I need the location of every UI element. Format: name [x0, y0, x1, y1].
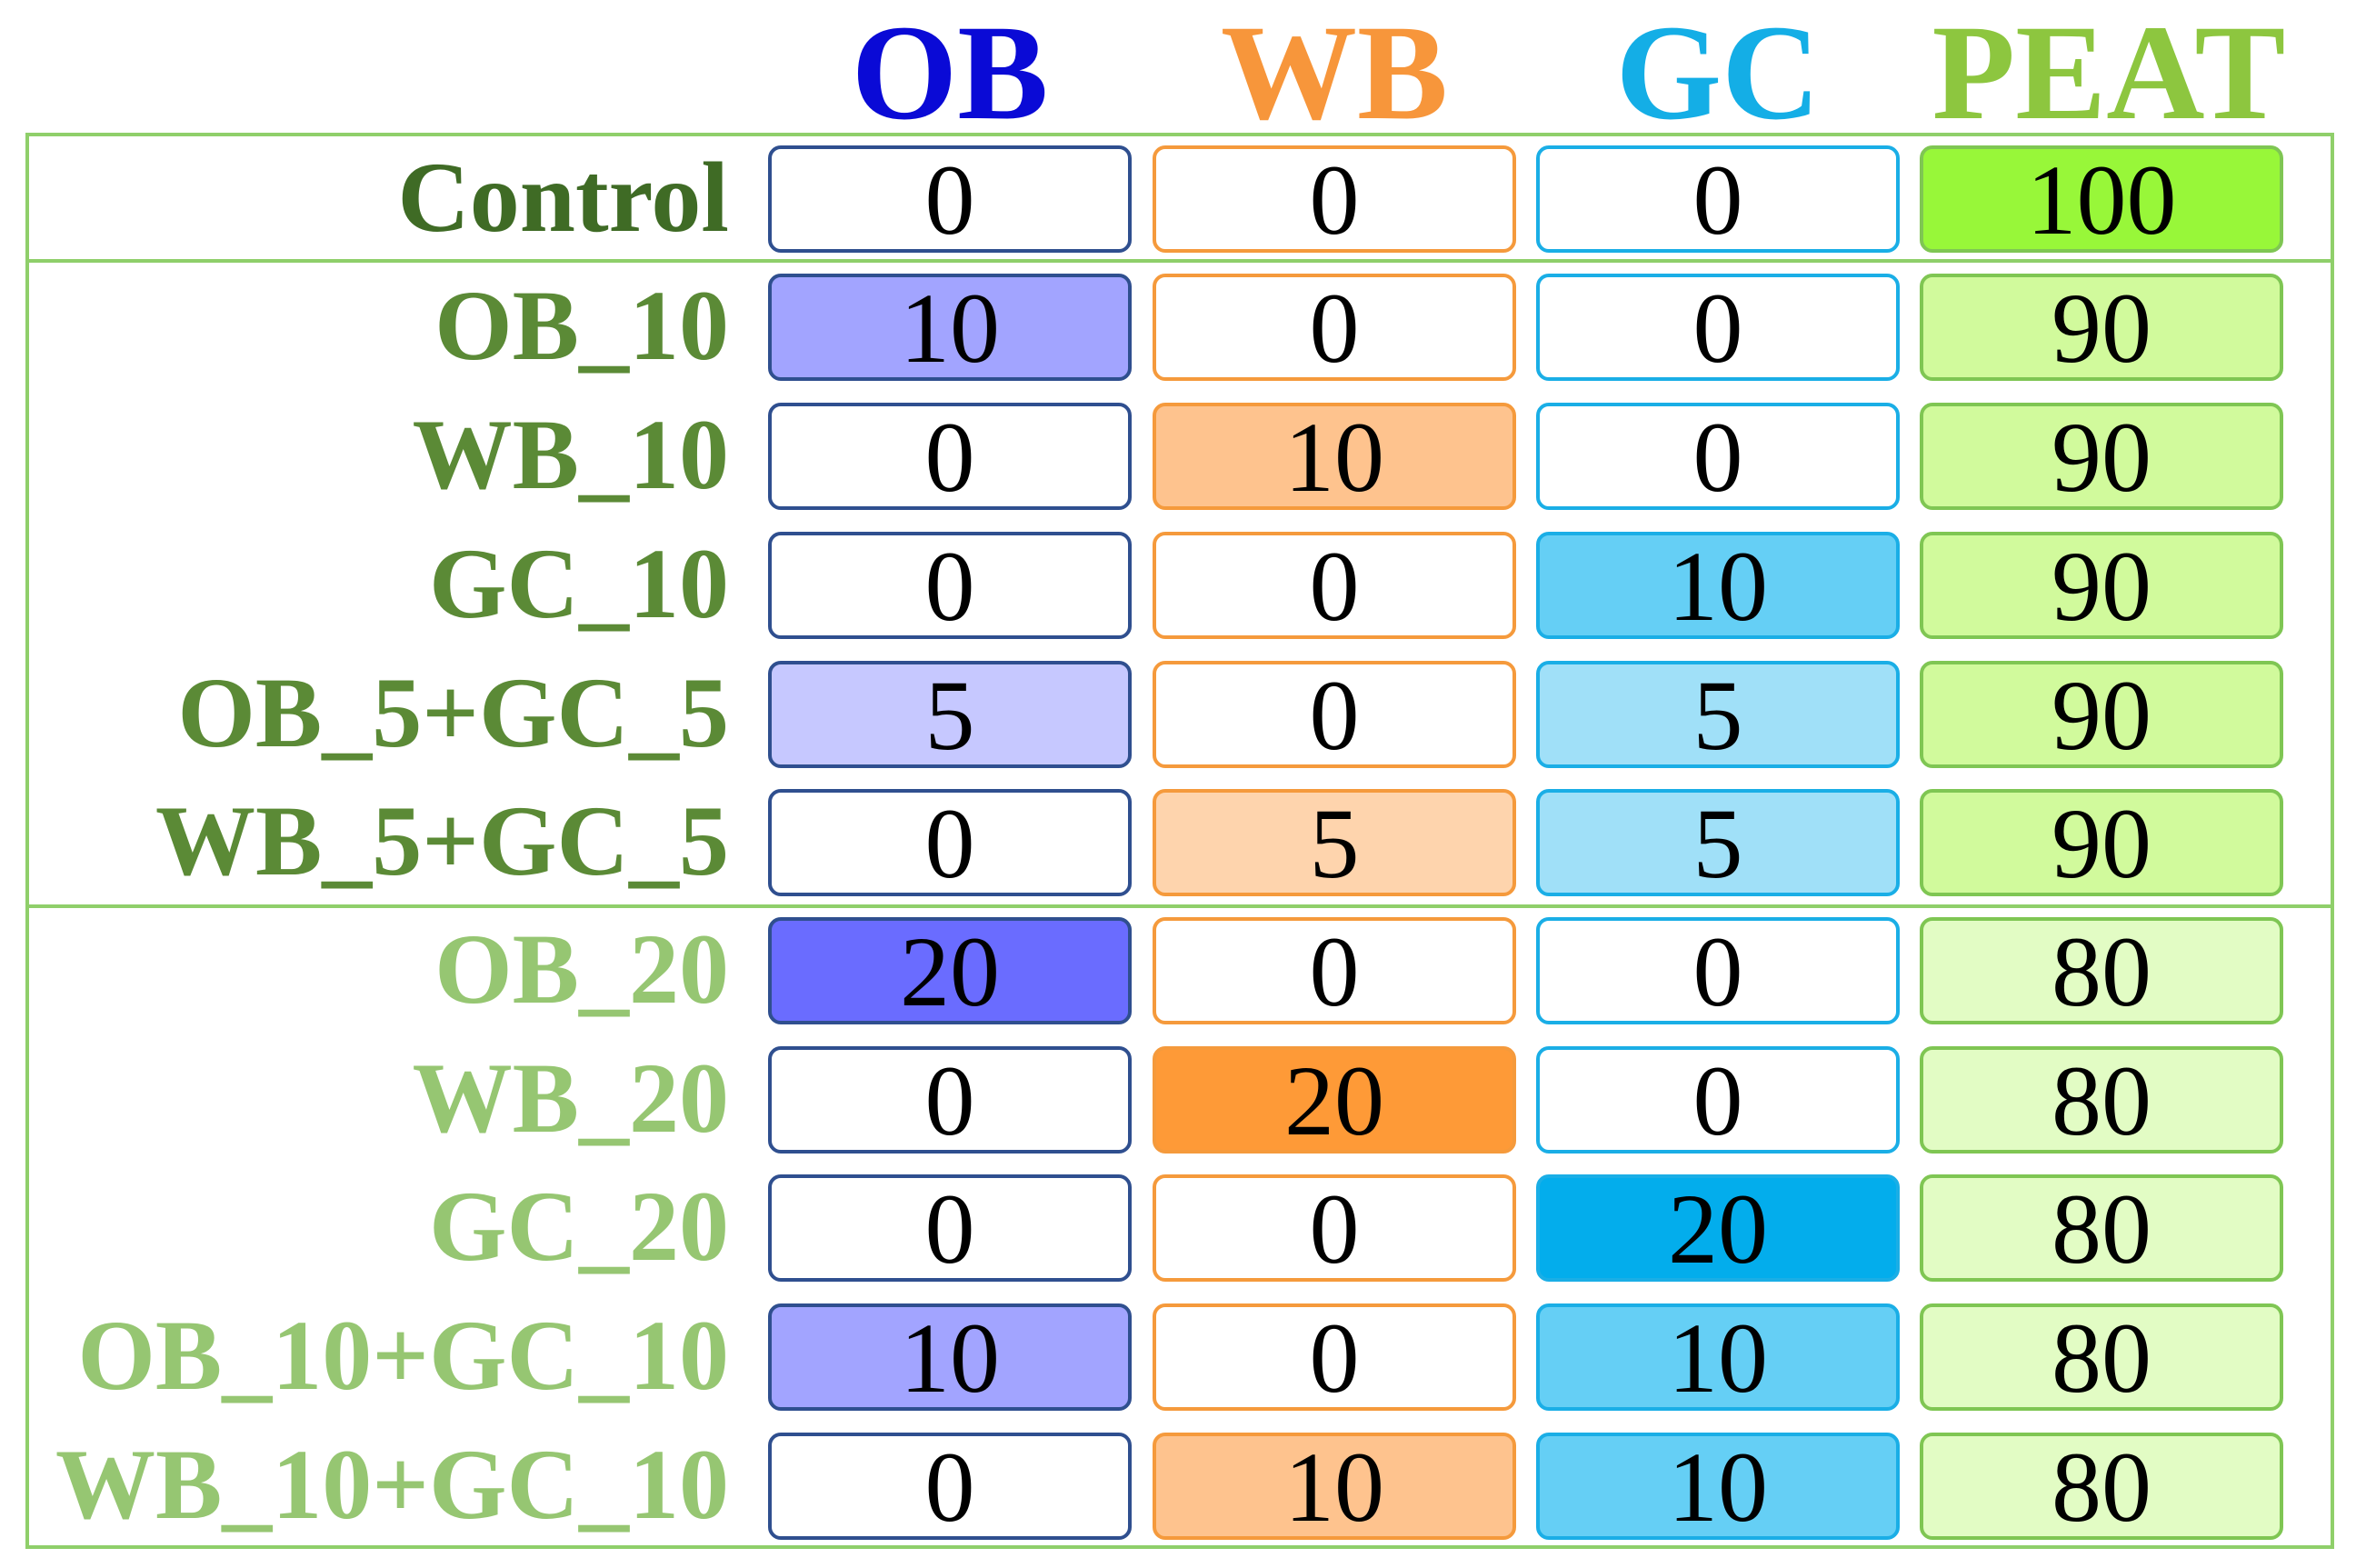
column-header-ob: OB — [851, 0, 1049, 148]
cell-wb: 10 — [1153, 403, 1516, 510]
cell-wb: 0 — [1153, 661, 1516, 768]
row-label: OB_5+GC_5 — [177, 657, 729, 768]
cell-wb: 0 — [1153, 917, 1516, 1024]
cell-gc: 5 — [1536, 789, 1900, 896]
cell-ob: 0 — [768, 532, 1132, 639]
cell-gc: 10 — [1536, 1433, 1900, 1540]
cell-peat: 80 — [1920, 1174, 2283, 1282]
cell-wb: 0 — [1153, 1174, 1516, 1282]
row-label: WB_5+GC_5 — [155, 785, 729, 896]
cell-peat: 100 — [1920, 145, 2283, 253]
table-row: OB_10 10 0 0 90 — [0, 266, 2356, 385]
cell-wb: 0 — [1153, 145, 1516, 253]
row-label: GC_20 — [429, 1171, 729, 1282]
cell-gc: 10 — [1536, 1303, 1900, 1411]
cell-gc: 5 — [1536, 661, 1900, 768]
table-row: Control 0 0 0 100 — [0, 138, 2356, 256]
cell-ob: 10 — [768, 1303, 1132, 1411]
table-row: OB_5+GC_5 5 0 5 90 — [0, 654, 2356, 772]
cell-ob: 10 — [768, 274, 1132, 381]
row-label: OB_20 — [434, 914, 729, 1024]
row-label: GC_10 — [429, 528, 729, 639]
column-header-peat: PEAT — [1932, 0, 2286, 148]
table-row: OB_10+GC_10 10 0 10 80 — [0, 1296, 2356, 1414]
cell-ob: 0 — [768, 1046, 1132, 1154]
cell-ob: 5 — [768, 661, 1132, 768]
row-label: OB_10+GC_10 — [77, 1300, 729, 1411]
table-row: GC_20 0 0 20 80 — [0, 1167, 2356, 1285]
table-row: GC_10 0 0 10 90 — [0, 524, 2356, 643]
column-header-gc: GC — [1615, 0, 1821, 148]
cell-ob: 0 — [768, 403, 1132, 510]
row-label: OB_10 — [434, 270, 729, 381]
row-label: WB_20 — [412, 1043, 729, 1154]
cell-peat: 90 — [1920, 661, 2283, 768]
cell-ob: 0 — [768, 145, 1132, 253]
table-frame — [25, 133, 2334, 1549]
cell-gc: 0 — [1536, 1046, 1900, 1154]
cell-wb: 0 — [1153, 1303, 1516, 1411]
cell-wb: 0 — [1153, 532, 1516, 639]
cell-gc: 10 — [1536, 532, 1900, 639]
cell-peat: 80 — [1920, 1303, 2283, 1411]
cell-gc: 0 — [1536, 403, 1900, 510]
table-row: OB_20 20 0 0 80 — [0, 910, 2356, 1028]
cell-peat: 80 — [1920, 1046, 2283, 1154]
row-label: Control — [397, 142, 729, 253]
cell-peat: 90 — [1920, 532, 2283, 639]
cell-ob: 0 — [768, 1433, 1132, 1540]
cell-peat: 90 — [1920, 403, 2283, 510]
cell-gc: 20 — [1536, 1174, 1900, 1282]
cell-wb: 0 — [1153, 274, 1516, 381]
table-row: WB_10 0 10 0 90 — [0, 395, 2356, 514]
cell-gc: 0 — [1536, 274, 1900, 381]
cell-wb: 20 — [1153, 1046, 1516, 1154]
cell-peat: 90 — [1920, 789, 2283, 896]
table-row: WB_10+GC_10 0 10 10 80 — [0, 1425, 2356, 1543]
cell-wb: 5 — [1153, 789, 1516, 896]
cell-ob: 20 — [768, 917, 1132, 1024]
row-label: WB_10 — [412, 399, 729, 510]
cell-ob: 0 — [768, 1174, 1132, 1282]
column-header-wb: WB — [1220, 0, 1449, 148]
cell-wb: 10 — [1153, 1433, 1516, 1540]
table-row: WB_5+GC_5 0 5 5 90 — [0, 782, 2356, 900]
cell-gc: 0 — [1536, 917, 1900, 1024]
cell-peat: 80 — [1920, 1433, 2283, 1540]
cell-peat: 80 — [1920, 917, 2283, 1024]
cell-gc: 0 — [1536, 145, 1900, 253]
cell-peat: 90 — [1920, 274, 2283, 381]
row-label: WB_10+GC_10 — [55, 1429, 729, 1540]
table-row: WB_20 0 20 0 80 — [0, 1039, 2356, 1157]
cell-ob: 0 — [768, 789, 1132, 896]
group-divider-20 — [27, 904, 2331, 908]
group-divider-control — [27, 259, 2331, 263]
